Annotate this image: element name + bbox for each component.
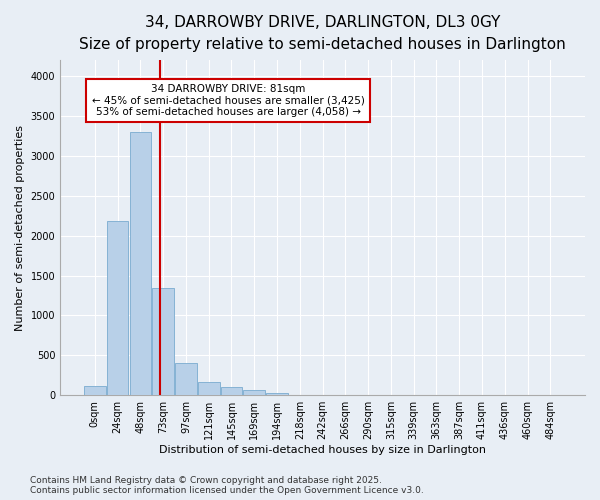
- Text: Contains HM Land Registry data © Crown copyright and database right 2025.
Contai: Contains HM Land Registry data © Crown c…: [30, 476, 424, 495]
- Bar: [107, 222, 128, 395]
- Bar: [84, 386, 106, 395]
- Bar: [175, 364, 197, 395]
- Bar: [221, 387, 242, 395]
- Text: 34 DARROWBY DRIVE: 81sqm
← 45% of semi-detached houses are smaller (3,425)
53% o: 34 DARROWBY DRIVE: 81sqm ← 45% of semi-d…: [92, 84, 365, 117]
- Y-axis label: Number of semi-detached properties: Number of semi-detached properties: [15, 125, 25, 331]
- Bar: [266, 393, 288, 395]
- Bar: [152, 288, 174, 395]
- Title: 34, DARROWBY DRIVE, DARLINGTON, DL3 0GY
Size of property relative to semi-detach: 34, DARROWBY DRIVE, DARLINGTON, DL3 0GY …: [79, 15, 566, 52]
- X-axis label: Distribution of semi-detached houses by size in Darlington: Distribution of semi-detached houses by …: [159, 445, 486, 455]
- Bar: [198, 382, 220, 395]
- Bar: [130, 132, 151, 395]
- Bar: [244, 390, 265, 395]
